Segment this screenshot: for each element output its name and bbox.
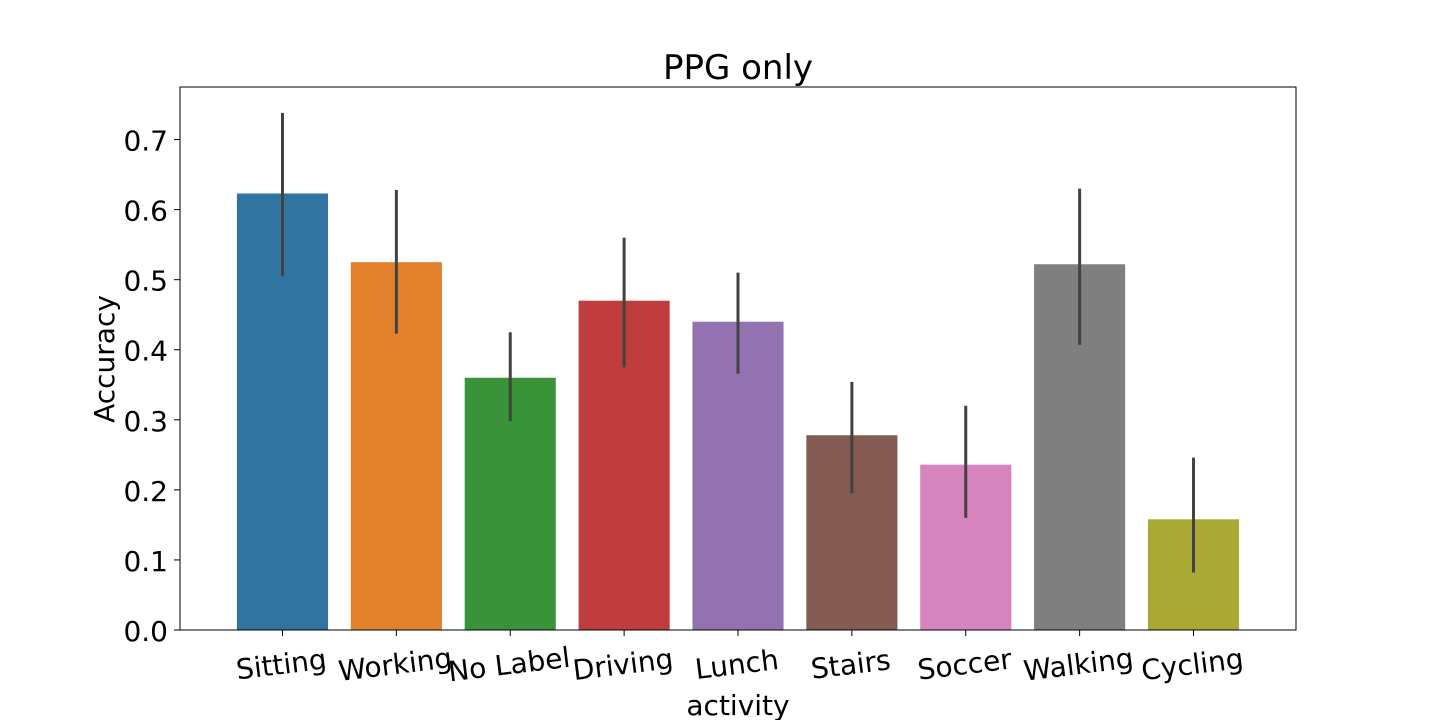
- y-axis-label: Accuracy: [88, 295, 121, 423]
- y-tick-label-4: 0.4: [123, 335, 168, 368]
- y-tick-label-7: 0.7: [123, 125, 168, 158]
- x-tick-label-7: Walking: [1022, 641, 1136, 687]
- y-tick-label-5: 0.5: [123, 265, 168, 298]
- y-tick-label-3: 0.3: [123, 405, 168, 438]
- y-tick-label-2: 0.2: [123, 475, 168, 508]
- plot-area: [236, 112, 1240, 631]
- y-tick-label-1: 0.1: [123, 545, 168, 578]
- x-tick-label-8: Cycling: [1139, 642, 1245, 687]
- x-tick-label-6: Soccer: [916, 642, 1014, 686]
- x-tick-label-1: Working: [337, 641, 454, 688]
- x-tick-label-5: Stairs: [809, 643, 892, 685]
- x-axis-label: activity: [686, 689, 789, 720]
- x-tick-label-2: No Label: [446, 641, 572, 689]
- y-tick-label-6: 0.6: [123, 195, 168, 228]
- y-tick-label-0: 0.0: [123, 615, 168, 648]
- y-axis: 0.0 0.1 0.2 0.3 0.4 0.5 0.6 0.7: [123, 125, 180, 648]
- x-tick-label-0: Sitting: [234, 643, 328, 687]
- chart-title: PPG only: [663, 48, 813, 88]
- x-tick-label-4: Lunch: [693, 643, 780, 686]
- x-tick-label-3: Driving: [571, 642, 675, 687]
